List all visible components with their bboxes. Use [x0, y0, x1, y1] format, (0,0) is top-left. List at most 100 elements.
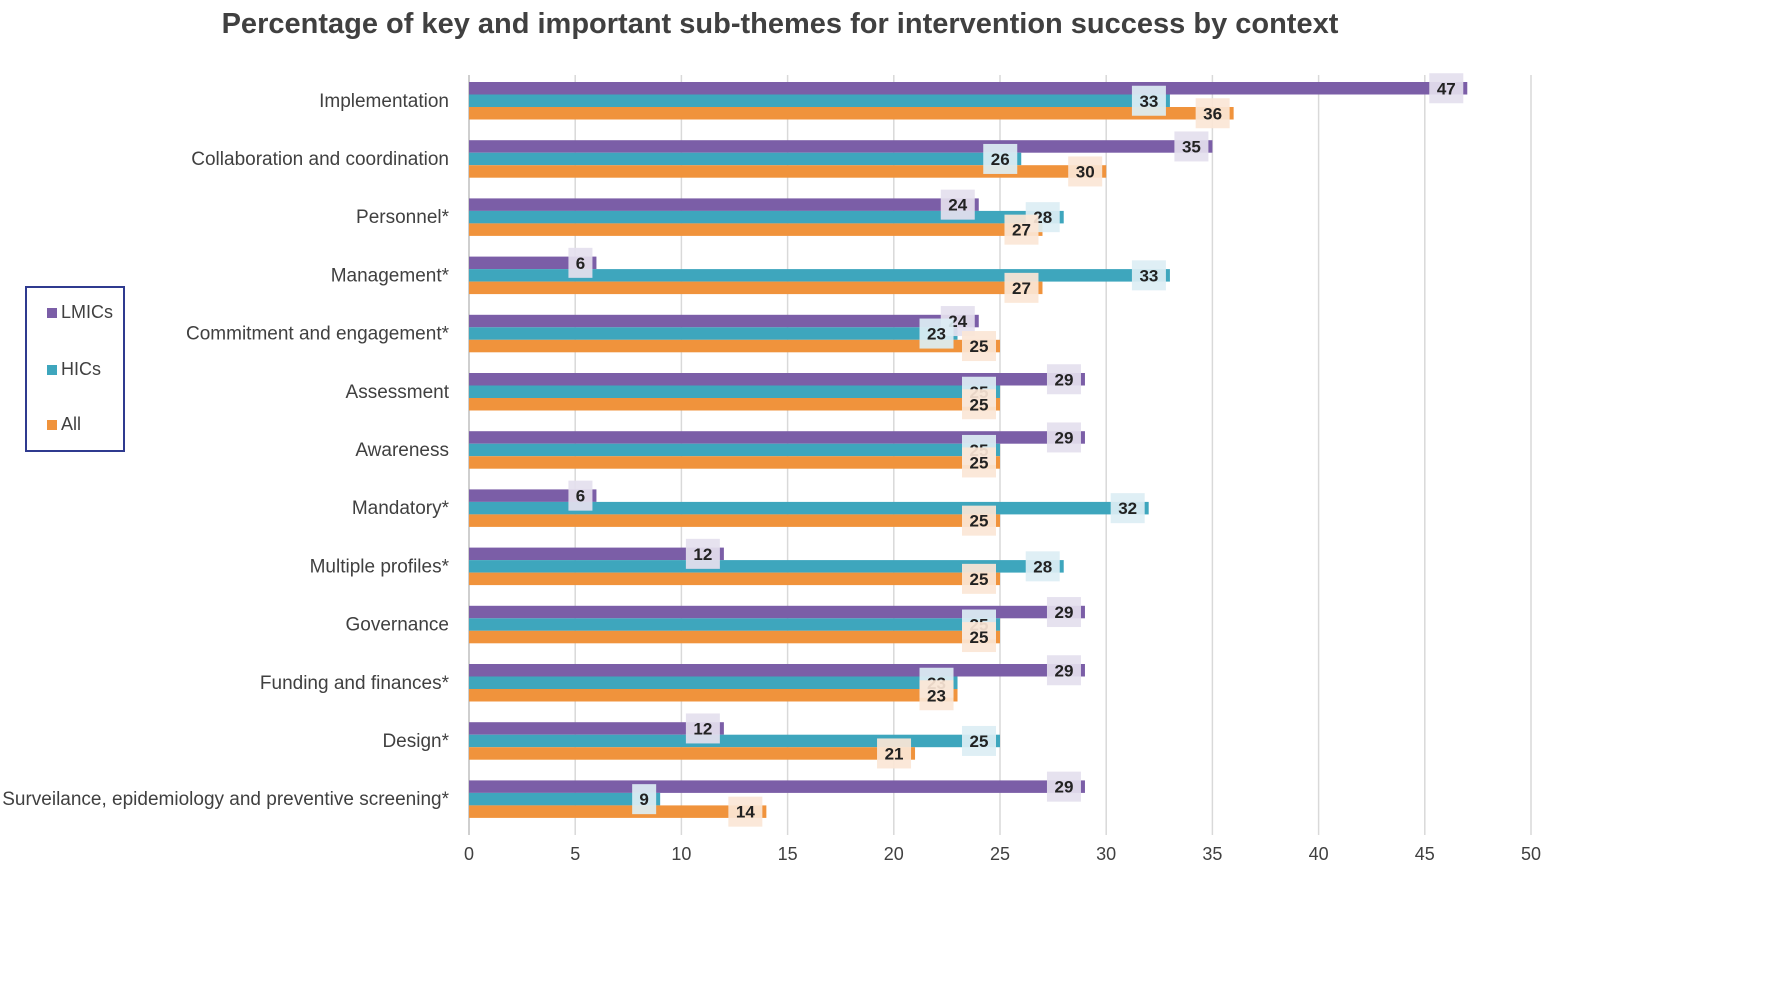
- bar-all: [469, 281, 1043, 295]
- category-label: Commitment and engagement*: [186, 324, 450, 345]
- data-label-box: [1046, 364, 1081, 395]
- data-label-box: [1046, 422, 1081, 453]
- bar-hics: [469, 210, 1064, 224]
- data-label: 14: [736, 803, 755, 822]
- category-label: Funding and finances*: [260, 673, 450, 694]
- data-label: 12: [693, 545, 712, 564]
- data-label: 25: [970, 512, 989, 531]
- legend-label-lmics: LMICs: [61, 302, 114, 322]
- data-label-box: [919, 318, 954, 349]
- category-label: Collaboration and coordination: [191, 149, 449, 170]
- category-label: Mandatory*: [352, 498, 450, 519]
- bar-hics: [469, 385, 1000, 398]
- bar-lmics: [469, 140, 1213, 153]
- data-label-box: [1068, 156, 1103, 187]
- bars: [469, 82, 1468, 818]
- bar-all: [469, 223, 1043, 236]
- bar-all: [469, 339, 1000, 353]
- data-label-box: [962, 389, 996, 420]
- chart-title: Percentage of key and important sub-them…: [221, 8, 1339, 40]
- data-label-box: [962, 505, 996, 536]
- bar-lmics: [469, 489, 597, 502]
- data-label: 35: [1182, 137, 1201, 156]
- data-label: 23: [927, 686, 946, 705]
- data-label: 24: [948, 196, 967, 215]
- bar-hics: [469, 269, 1170, 282]
- data-label-box: [1174, 131, 1209, 162]
- legend-swatch-hics: [47, 364, 57, 375]
- data-label-box: [1025, 551, 1060, 582]
- data-label: 9: [639, 790, 648, 809]
- data-label-box: [1429, 73, 1464, 104]
- category-label: Governance: [345, 615, 449, 636]
- category-label: Implementation: [319, 91, 449, 112]
- legend: LMICs HICs All: [25, 286, 125, 452]
- bar-all: [469, 456, 1000, 469]
- data-label-box: [1131, 260, 1166, 291]
- x-axis-ticks: 0 5 10 15 20 25 30 35 40 45 50: [464, 844, 1541, 864]
- bar-all: [469, 165, 1107, 178]
- data-label: 26: [991, 150, 1010, 169]
- bar-hics: [469, 94, 1170, 107]
- x-tick-label: 20: [884, 844, 904, 864]
- x-tick-label: 45: [1415, 844, 1435, 864]
- data-label: 32: [1118, 499, 1137, 518]
- bar-all: [469, 689, 958, 702]
- legend-label-all: All: [61, 414, 82, 434]
- bar-hics: [469, 676, 958, 689]
- legend-label-hics: HICs: [61, 359, 101, 379]
- category-label: Assessment: [346, 382, 450, 403]
- bar-hics: [469, 560, 1064, 573]
- legend-swatch-all: [47, 419, 57, 430]
- bar-lmics: [469, 664, 1085, 677]
- x-tick-label: 50: [1521, 844, 1541, 864]
- bar-hics: [469, 618, 1000, 631]
- bar-lmics: [469, 431, 1085, 444]
- data-label: 25: [970, 395, 989, 414]
- legend-item-hics: HICs: [47, 359, 101, 380]
- data-label: 12: [693, 719, 712, 738]
- data-label-box: [962, 447, 996, 478]
- data-label-box: [962, 331, 996, 362]
- bar-all: [469, 107, 1234, 120]
- bar-hics: [469, 734, 1000, 748]
- bar-hics: [469, 443, 1000, 457]
- bar-lmics: [469, 547, 724, 561]
- data-label: 23: [927, 325, 946, 344]
- category-label: Multiple profiles*: [310, 556, 450, 577]
- data-label-box: [962, 622, 996, 653]
- data-label-box: [1004, 214, 1039, 245]
- data-label-box: [877, 738, 912, 769]
- data-label-box: [1110, 493, 1145, 524]
- data-label-box: [962, 725, 996, 756]
- data-label: 27: [1012, 221, 1031, 240]
- data-label: 25: [970, 570, 989, 589]
- data-label-box: [568, 480, 593, 511]
- data-label-box: [1046, 655, 1081, 686]
- data-label-box: [919, 680, 954, 711]
- data-label: 27: [1012, 279, 1031, 298]
- data-label-box: [1195, 98, 1230, 129]
- data-label-box: [568, 247, 593, 278]
- data-label-box: [962, 563, 996, 594]
- bar-all: [469, 747, 916, 760]
- data-label: 33: [1139, 92, 1158, 111]
- bar-hics: [469, 152, 1022, 166]
- category-label: Awareness: [355, 440, 449, 461]
- bar-all: [469, 805, 767, 818]
- data-label: 29: [1054, 428, 1073, 447]
- category-label: Design*: [382, 731, 449, 752]
- data-label: 36: [1203, 104, 1222, 123]
- x-tick-label: 15: [778, 844, 798, 864]
- category-label: Personnel*: [356, 207, 450, 228]
- data-label: 25: [970, 453, 989, 472]
- x-tick-label: 30: [1096, 844, 1116, 864]
- legend-item-all: All: [47, 414, 81, 435]
- data-label: 6: [576, 487, 585, 506]
- legend-swatch-lmics: [47, 307, 57, 318]
- data-label: 25: [970, 628, 989, 647]
- data-label-box: [728, 796, 763, 827]
- data-label: 30: [1076, 162, 1095, 181]
- x-tick-label: 0: [464, 844, 474, 864]
- data-label-box: [1046, 597, 1081, 628]
